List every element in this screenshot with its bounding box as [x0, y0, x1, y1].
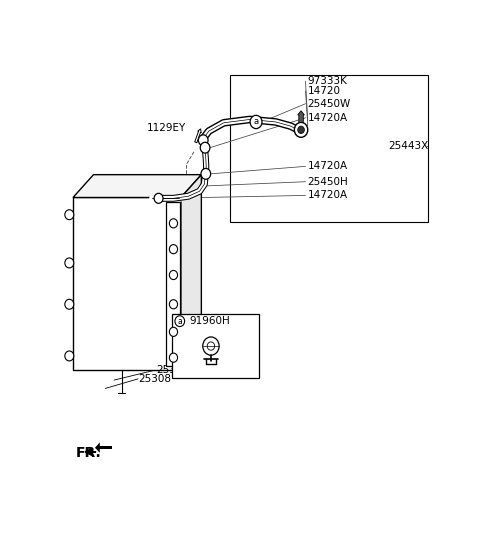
FancyArrow shape — [181, 344, 190, 354]
Circle shape — [169, 219, 178, 228]
Circle shape — [169, 327, 178, 336]
Polygon shape — [95, 443, 100, 453]
Text: 14720A: 14720A — [307, 190, 348, 201]
Text: 91960H: 91960H — [189, 316, 230, 326]
Bar — [172, 314, 259, 378]
Circle shape — [200, 142, 210, 153]
Polygon shape — [73, 175, 202, 197]
FancyArrow shape — [298, 110, 304, 122]
Polygon shape — [97, 446, 112, 450]
Text: 97333K: 97333K — [307, 77, 347, 86]
Text: a: a — [178, 317, 182, 326]
Text: 14720A: 14720A — [307, 161, 348, 171]
Text: 25443X: 25443X — [388, 141, 429, 150]
Polygon shape — [181, 175, 202, 370]
Circle shape — [201, 168, 211, 179]
Circle shape — [169, 300, 178, 309]
Circle shape — [175, 316, 185, 327]
Circle shape — [294, 122, 308, 137]
Text: 25450W: 25450W — [307, 99, 350, 109]
Circle shape — [298, 126, 304, 134]
Bar — [230, 75, 428, 223]
Text: 14720A: 14720A — [307, 113, 348, 123]
FancyArrow shape — [195, 129, 201, 143]
Text: a: a — [253, 118, 259, 127]
Text: 25308: 25308 — [138, 374, 171, 384]
Circle shape — [250, 115, 262, 129]
Circle shape — [169, 353, 178, 362]
Circle shape — [169, 245, 178, 254]
Circle shape — [198, 135, 208, 146]
Circle shape — [65, 299, 74, 309]
Text: 1129EY: 1129EY — [147, 123, 186, 133]
Text: 25450H: 25450H — [307, 177, 348, 186]
Text: FR.: FR. — [76, 446, 101, 460]
Text: 25318: 25318 — [156, 365, 190, 375]
Circle shape — [154, 194, 163, 203]
Circle shape — [169, 271, 178, 280]
Circle shape — [65, 258, 74, 268]
FancyArrow shape — [85, 448, 96, 455]
Circle shape — [65, 210, 74, 220]
Circle shape — [65, 351, 74, 361]
Polygon shape — [73, 197, 181, 370]
Bar — [166, 202, 180, 365]
Text: 14720: 14720 — [307, 86, 340, 96]
